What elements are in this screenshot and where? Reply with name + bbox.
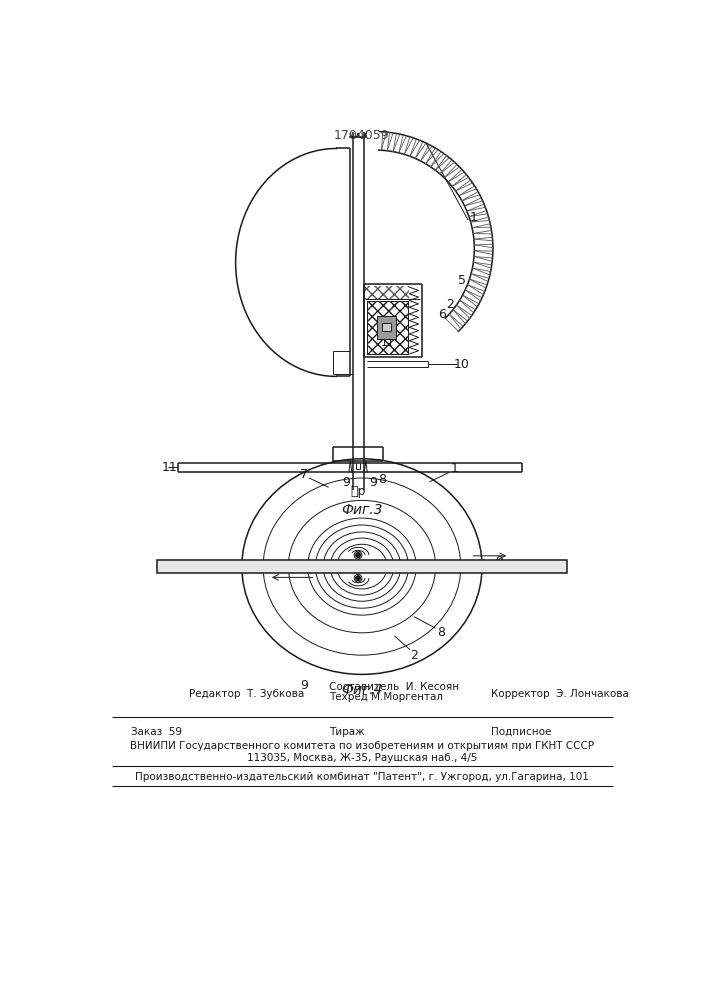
Text: 113035, Москва, Ж-35, Раушская наб., 4/5: 113035, Москва, Ж-35, Раушская наб., 4/5 [247, 753, 477, 763]
Text: ВНИИПИ Государственного комитета по изобретениям и открытиям при ГКНТ СССР: ВНИИПИ Государственного комитета по изоб… [130, 741, 594, 751]
Text: 1: 1 [469, 211, 477, 224]
Text: 7: 7 [300, 468, 308, 481]
Bar [367, 301, 408, 354]
Circle shape [356, 576, 361, 580]
Text: 11: 11 [165, 560, 182, 573]
Text: 9: 9 [342, 476, 351, 489]
Bar [156, 560, 567, 573]
Text: Техред М.Моргентал: Техред М.Моргентал [329, 692, 443, 702]
Text: 2: 2 [410, 649, 418, 662]
Text: Тираж: Тираж [329, 727, 364, 737]
Text: 5: 5 [458, 274, 466, 287]
Text: Редактор  Т. Зубкова: Редактор Т. Зубкова [189, 689, 305, 699]
Bar [378, 316, 396, 339]
Bar [382, 323, 392, 331]
Text: 1: 1 [450, 462, 458, 475]
Text: 10: 10 [454, 358, 470, 371]
Text: Корректор  Э. Лончакова: Корректор Э. Лончакова [491, 689, 629, 699]
Text: 9: 9 [495, 555, 503, 568]
Text: 8: 8 [378, 473, 386, 486]
Text: Производственно-издательский комбинат "Патент", г. Ужгород, ул.Гагарина, 101: Производственно-издательский комбинат "П… [135, 772, 589, 782]
Text: Составитель  И. Кесоян: Составитель И. Кесоян [329, 682, 459, 692]
Bar [365, 286, 409, 299]
Text: 2: 2 [446, 298, 454, 311]
Text: 9: 9 [300, 679, 308, 692]
Text: Заказ  59: Заказ 59 [131, 727, 182, 737]
Circle shape [356, 553, 361, 557]
Text: 11: 11 [162, 461, 177, 474]
Text: Фиг.3: Фиг.3 [341, 503, 382, 517]
Text: 9: 9 [369, 476, 377, 489]
Text: Фиг.4: Фиг.4 [341, 683, 382, 697]
Text: 6: 6 [438, 308, 445, 321]
Text: ⌣p: ⌣p [351, 485, 366, 498]
Text: Подписное: Подписное [491, 727, 551, 737]
Text: 1704059: 1704059 [334, 129, 390, 142]
Text: 8: 8 [437, 626, 445, 639]
